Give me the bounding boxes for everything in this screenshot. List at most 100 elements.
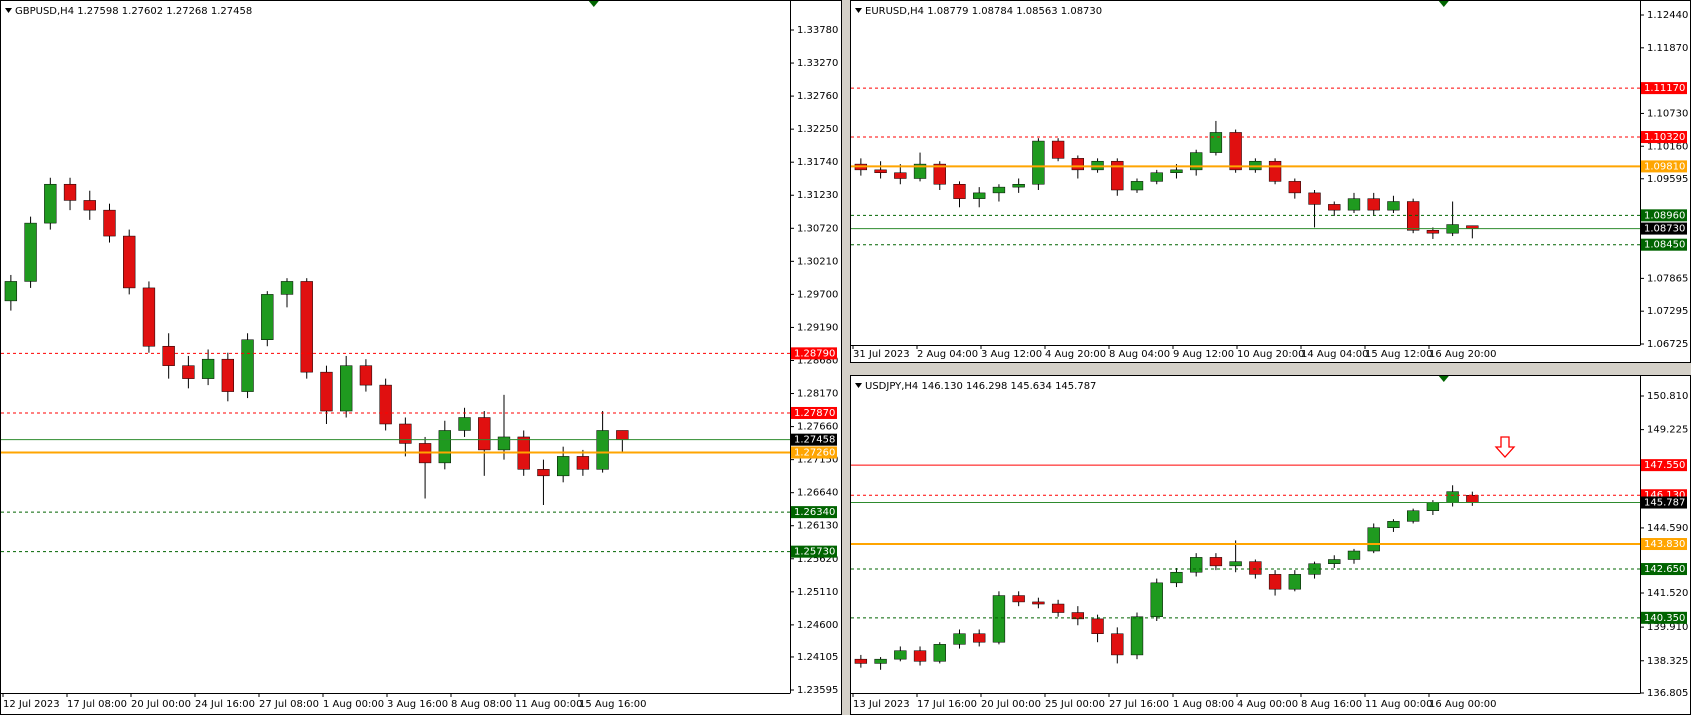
candle-body [973,633,986,643]
price-tick-label: 1.28680 [797,355,838,366]
candle-body [973,192,986,199]
candle-body [83,200,96,211]
price-tick-label: 136.805 [1647,688,1688,699]
candle-body [1288,574,1301,590]
level-label: 143.830 [1644,539,1685,550]
candle-body [1328,559,1341,564]
candle-body [241,339,254,392]
candle-body [123,235,136,289]
candle-body [1268,574,1282,590]
date-label: 8 Aug 16:00 [1301,699,1362,710]
date-label: 1 Aug 00:00 [323,699,384,710]
gbpusd-window[interactable] [0,0,842,715]
date-label: 16 Aug 00:00 [1429,699,1496,710]
price-tick-label: 1.24105 [797,652,838,663]
date-label: 3 Aug 16:00 [387,699,448,710]
candle-body [1071,158,1085,171]
date-label: 10 Aug 20:00 [1237,349,1304,360]
candle-body [1170,169,1183,173]
level-label-box [1641,611,1687,624]
candle-body [1091,618,1104,634]
candle-body [399,423,412,444]
date-label: 12 Jul 2023 [3,699,60,710]
candle-body [1308,192,1321,205]
price-tick-label: 1.25110 [797,587,838,598]
candle-body [438,430,451,464]
price-tick-label: 1.07865 [1647,273,1688,284]
candle-body [478,417,491,451]
symbol-header: USDJPY,H4 146.130 146.298 145.634 145.78… [865,381,1096,392]
price-tick-label: 1.24600 [797,620,838,631]
price-tick-label: 1.27660 [797,422,838,433]
level-label-box [1641,238,1687,251]
level-label: 1.25730 [794,547,835,558]
price-tick-label: 1.06725 [1647,339,1688,350]
candle-body [1150,582,1163,618]
level-label: 1.11170 [1644,83,1685,94]
date-label: 11 Aug 00:00 [515,699,582,710]
candle-body [913,163,927,179]
candle-body [1426,501,1440,511]
candle-body [497,436,511,451]
price-tick-label: 1.32250 [797,124,838,135]
level-label: 1.27458 [794,435,835,446]
level-label-box [791,545,837,558]
candle-body [933,163,946,185]
candle-body [913,650,927,662]
price-tick-label: 1.33780 [797,25,838,36]
level-label-box [791,433,837,446]
level-label: 1.27260 [794,448,835,459]
candle-body [1249,561,1262,575]
candle-body [1012,183,1025,188]
level-label: 145.787 [1644,498,1685,509]
candle-body [458,417,471,431]
candle-body [1367,198,1380,211]
price-tick-label: 1.12440 [1647,10,1688,21]
symbol-header: GBPUSD,H4 1.27598 1.27602 1.27268 1.2745… [15,6,252,17]
price-tick-label: 150.810 [1647,391,1688,402]
date-label: 2 Aug 04:00 [917,349,978,360]
level-label-box [1641,131,1687,144]
price-tick-label: 1.27150 [797,455,838,466]
date-label: 15 Aug 12:00 [1365,349,1432,360]
date-label: 20 Jul 00:00 [131,699,191,710]
level-label: 1.26340 [794,507,835,518]
level-label-box [791,406,837,419]
candle-body [616,430,629,440]
level-label: 1.09810 [1644,161,1685,172]
level-label-box [791,347,837,360]
candle-body [953,633,966,645]
shift-marker [588,1,599,7]
candle-body [1190,557,1203,573]
candle-body [1466,494,1479,503]
price-tick-label: 1.09595 [1647,174,1688,185]
candle-body [894,172,907,179]
candle-body [992,595,1006,643]
price-tick-label: 1.29700 [797,289,838,300]
level-label-box [1641,209,1687,222]
candle-body [1051,603,1065,613]
candle-body [4,281,18,302]
candle-body [874,169,887,173]
price-tick-label: 1.28170 [797,389,838,400]
price-tick-label: 1.30720 [797,223,838,234]
candle-body [1446,491,1459,503]
candle-body [201,358,215,379]
candle-body [320,371,333,412]
candle-body [596,430,609,470]
candle-body [221,358,235,392]
candle-body [1130,616,1144,656]
date-label: 27 Jul 08:00 [259,699,319,710]
price-tick-label: 1.26640 [797,488,838,499]
level-label: 1.28790 [794,348,835,359]
date-label: 27 Jul 16:00 [1109,699,1169,710]
candle-body [1209,132,1223,153]
candle-body [1032,601,1045,605]
date-label: 15 Aug 16:00 [579,699,646,710]
level-label-box [1641,82,1687,95]
candle-body [1426,230,1440,234]
date-label: 24 Jul 16:00 [195,699,255,710]
candle-body [1111,160,1124,191]
candle-body [280,281,294,295]
candle-body [576,456,590,470]
